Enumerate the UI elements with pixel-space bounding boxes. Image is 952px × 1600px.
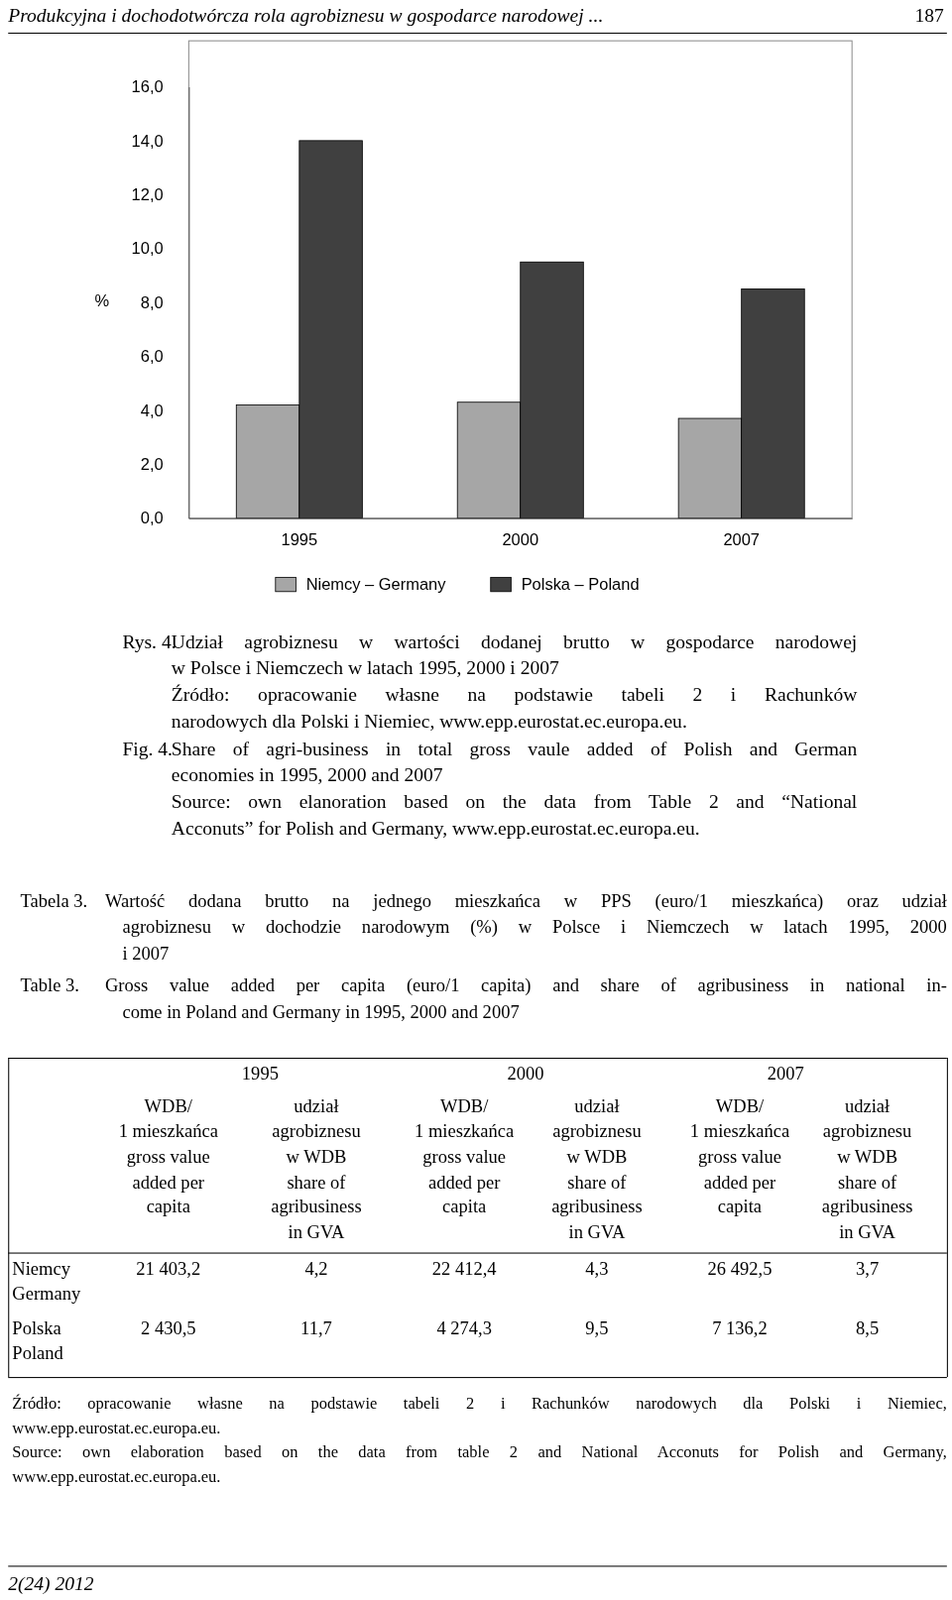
caption-line: Udział agrobiznesu w wartości dodanej br… (171, 630, 857, 654)
page-number: 187 (535, 3, 945, 27)
rule (7, 1058, 948, 1060)
table-cell: 3,7 (663, 1259, 952, 1282)
tick-label: 8,0 (140, 293, 164, 312)
tick-label: 2000 (501, 530, 539, 549)
page: Produkcyjna i dochodotwórcza rola agrobi… (0, 0, 952, 1600)
tick: 6,0 (140, 347, 190, 365)
table-cell: 26 492,5 (535, 1259, 945, 1282)
caption-line: Source: own elanoration based on the dat… (171, 790, 857, 814)
bar (741, 288, 806, 518)
caption-line: Acconuts” for Polish and Germany, www.ep… (171, 817, 701, 840)
table-header: in GVA (392, 1222, 802, 1245)
caption-label: Table 3. (20, 975, 80, 998)
tick: 16,0 (131, 77, 190, 96)
row-label: Germany (11, 1283, 81, 1306)
tick-label: 0,0 (140, 508, 164, 527)
tick: 4,0 (140, 401, 190, 420)
source-line: www.epp.eurostat.ec.europa.eu. (11, 1466, 221, 1487)
table-cell: 7 136,2 (535, 1318, 945, 1341)
table-header: agribusiness (663, 1196, 952, 1219)
caption-label: Fig. 4. (121, 738, 173, 762)
rule (7, 32, 948, 34)
tick-label: 1995 (281, 530, 319, 549)
caption-line: Wartość dodana brutto na jednego mieszka… (105, 890, 948, 913)
caption-line: narodowych dla Polski i Niemiec, www.epp… (171, 710, 688, 733)
footer: 2(24) 2012 (7, 1572, 94, 1596)
table-header: in GVA (112, 1222, 521, 1245)
tick-label: 2,0 (140, 455, 164, 474)
chart-frame (188, 40, 852, 519)
source-line: Source: own elaboration based on the dat… (11, 1442, 948, 1463)
caption-line: w Polsce i Niemczech w latach 1995, 2000… (171, 657, 560, 681)
chart: 0,0 2,0 4,0 6,0 8,0 10,0 12,0 14,0 16,0 1995 2000 2… (0, 0, 952, 612)
tick: 14,0 (131, 131, 190, 150)
rule (7, 1253, 948, 1255)
table-header: in GVA (663, 1222, 952, 1245)
row-label: Polska (11, 1318, 61, 1341)
rule (947, 1058, 949, 1378)
bar (520, 261, 585, 518)
tick: 0,0 (140, 508, 190, 527)
tick-label: 10,0 (131, 238, 164, 257)
source-line: Źródło: opracowanie własne na podstawie … (11, 1394, 948, 1415)
legend: Niemcy – Germany Polska – Poland (275, 575, 640, 594)
caption-line: agrobiznesu w dochodzie narodowym (%) w … (121, 917, 947, 940)
caption-line: i 2007 (121, 944, 169, 966)
tick-label: 14,0 (131, 131, 164, 150)
legend-label: Niemcy – Germany (306, 575, 448, 594)
caption-line: Gross value added per capita (euro/1 cap… (105, 975, 948, 998)
caption-label: Rys. 4. (121, 630, 176, 654)
x-axis: 1995 2000 2007 (189, 518, 853, 549)
row-label: Poland (11, 1342, 63, 1365)
caption-line: Share of agri-business in total gross va… (171, 738, 857, 762)
axis-line (188, 87, 190, 519)
source-line: www.epp.eurostat.ec.europa.eu. (11, 1418, 221, 1438)
tick-label: 12,0 (131, 185, 164, 204)
tick: 12,0 (131, 185, 190, 204)
table-year: 2000 (321, 1063, 730, 1085)
tick: 10,0 (131, 238, 190, 257)
legend-label: Polska – Poland (521, 575, 640, 594)
caption-line: economies in 1995, 2000 and 2007 (171, 764, 444, 788)
running-head: Produkcyjna i dochodotwórcza rola agrobi… (7, 3, 603, 27)
table-cell: 8,5 (663, 1318, 952, 1341)
bar (299, 140, 363, 519)
tick-label: 4,0 (140, 401, 164, 420)
table-header: w WDB (663, 1146, 952, 1169)
caption-label: Tabela 3. (20, 890, 89, 913)
axis-line (189, 518, 853, 520)
tick-label: 6,0 (140, 347, 164, 365)
tick: 2000 (501, 518, 539, 549)
caption-line: Źródło: opracowanie własne na podstawie … (171, 683, 857, 707)
tick: 2007 (722, 518, 760, 549)
bar (236, 404, 300, 518)
tick: 2,0 (140, 455, 190, 474)
rule (7, 1565, 948, 1567)
row-label: Niemcy (11, 1259, 71, 1282)
rule (7, 1058, 9, 1378)
legend-swatch (275, 577, 297, 592)
legend-swatch (490, 577, 512, 592)
bars (236, 140, 805, 519)
rule (7, 1377, 948, 1379)
y-axis: 0,0 2,0 4,0 6,0 8,0 10,0 12,0 14,0 16,0 (131, 77, 190, 527)
table-header: agrobiznesu (663, 1121, 952, 1144)
axis-title: % (95, 291, 111, 310)
bar (678, 418, 742, 519)
tick: 8,0 (140, 293, 190, 312)
table-year: 1995 (56, 1063, 466, 1085)
table-year: 2007 (581, 1063, 952, 1085)
tick-label: 2007 (722, 530, 760, 549)
caption-line: come in Poland and Germany in 1995, 2000… (121, 1002, 519, 1025)
tick-label: 16,0 (131, 77, 164, 96)
bar (457, 402, 521, 519)
table-header: share of (663, 1172, 952, 1194)
table-header: udział (663, 1095, 952, 1118)
tick: 1995 (281, 518, 319, 549)
